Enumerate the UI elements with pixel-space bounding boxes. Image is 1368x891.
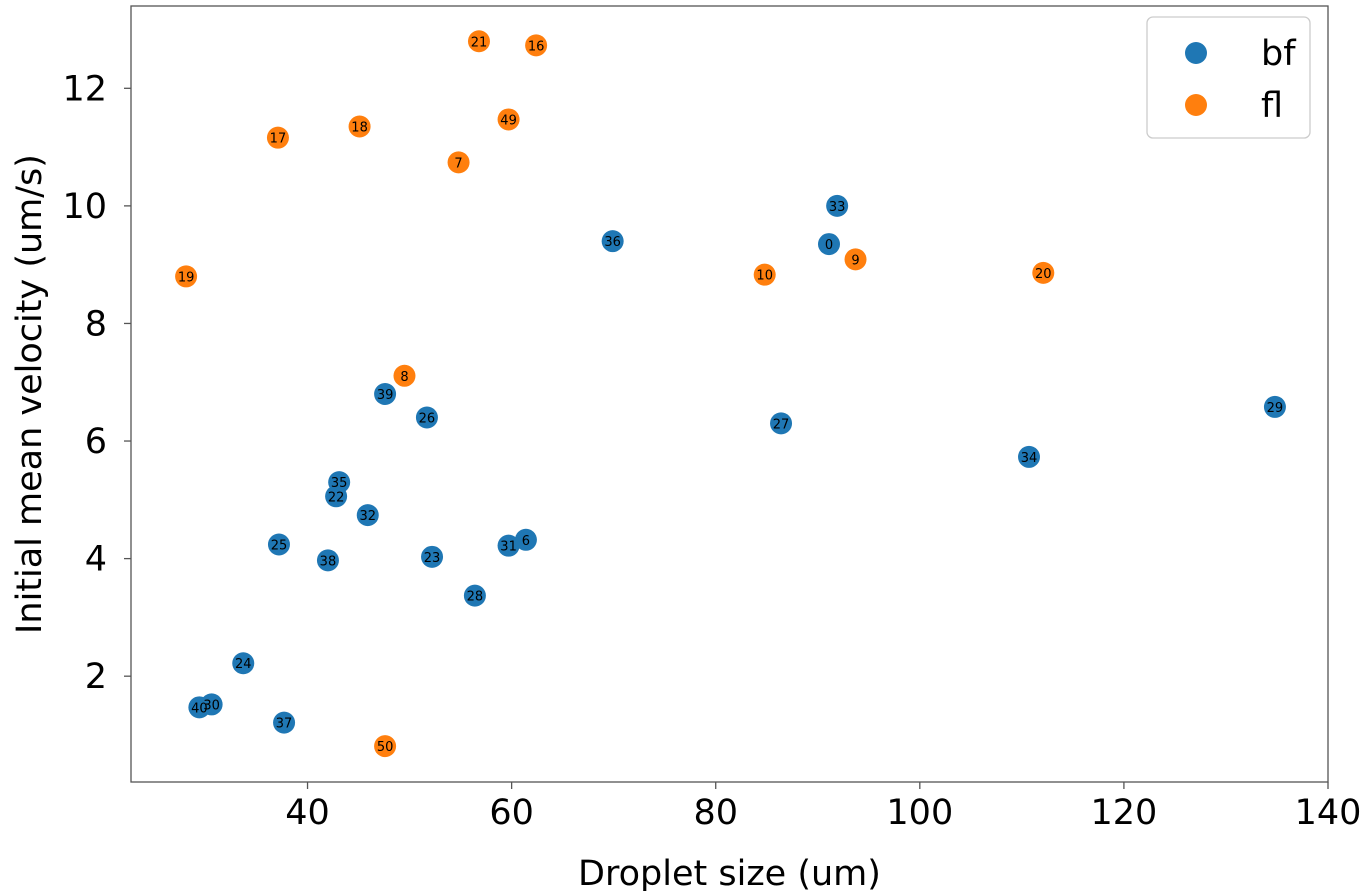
- point-fl-21: [467, 30, 490, 53]
- legend-marker-bf: [1185, 42, 1207, 64]
- legend: bf fl: [1146, 16, 1311, 139]
- point-label-6: 6: [522, 534, 530, 549]
- x-tick-label: 100: [886, 793, 953, 833]
- point-bf-39: [374, 383, 397, 405]
- point-label-27: 27: [773, 417, 790, 432]
- point-label-34: 34: [1021, 451, 1038, 466]
- point-fl-18: [348, 115, 371, 138]
- point-fl-17: [266, 126, 289, 149]
- point-label-7: 7: [454, 156, 462, 171]
- point-fl-50: [374, 735, 397, 758]
- point-bf-32: [356, 504, 379, 527]
- point-label-16: 16: [528, 39, 545, 54]
- point-fl-9: [844, 248, 867, 271]
- point-bf-25: [267, 533, 290, 556]
- point-label-9: 9: [851, 253, 859, 268]
- point-label-20: 20: [1035, 267, 1052, 282]
- point-label-49: 49: [500, 113, 517, 128]
- point-bf-22: [325, 485, 348, 508]
- point-bf-36: [601, 230, 624, 253]
- point-fl-49: [497, 108, 520, 131]
- point-label-38: 38: [320, 554, 337, 569]
- point-fl-7: [447, 151, 470, 174]
- point-label-31: 31: [500, 540, 517, 555]
- point-label-24: 24: [235, 657, 252, 672]
- point-label-8: 8: [400, 370, 408, 385]
- y-axis-label: Initial mean velocity (um/s): [10, 154, 50, 634]
- point-label-0: 0: [825, 238, 833, 253]
- point-label-28: 28: [467, 590, 484, 605]
- x-tick-label: 60: [489, 793, 534, 833]
- point-label-29: 29: [1267, 401, 1284, 416]
- x-tick-label: 40: [285, 793, 330, 833]
- y-tick-label: 8: [85, 304, 107, 344]
- y-axis-ticks: 2 4 6 8 10 12: [62, 69, 131, 697]
- x-tick-label: 120: [1091, 793, 1158, 833]
- point-bf-6: [514, 528, 537, 551]
- point-bf-34: [1018, 445, 1041, 468]
- legend-label-bf: bf: [1261, 34, 1296, 74]
- point-label-30: 30: [203, 698, 220, 713]
- point-bf-24: [232, 652, 255, 675]
- point-fl-20: [1032, 261, 1055, 284]
- point-bf-28: [463, 584, 486, 607]
- point-label-21: 21: [471, 35, 488, 50]
- x-axis-label: Droplet size (um): [578, 854, 881, 891]
- y-tick-label: 12: [62, 69, 107, 109]
- y-tick-label: 4: [85, 540, 107, 580]
- point-fl-19: [175, 265, 198, 288]
- y-tick-label: 6: [85, 422, 107, 462]
- point-bf-0: [817, 233, 840, 256]
- point-bf-27: [770, 412, 793, 435]
- x-tick-label: 80: [693, 793, 738, 833]
- x-axis-ticks: 40 60 80 100 120 140: [285, 782, 1361, 833]
- legend-label-fl: fl: [1261, 86, 1283, 126]
- point-fl-16: [525, 34, 548, 57]
- point-bf-33: [826, 194, 849, 217]
- y-tick-label: 2: [85, 657, 107, 697]
- point-bf-30: [200, 693, 223, 716]
- plot-area: [130, 5, 1329, 783]
- x-tick-label: 140: [1295, 793, 1362, 833]
- y-tick-label: 10: [62, 187, 107, 227]
- point-label-33: 33: [829, 200, 846, 215]
- point-bf-26: [415, 406, 438, 429]
- point-label-39: 39: [377, 388, 394, 403]
- point-label-17: 17: [270, 132, 287, 147]
- point-label-19: 19: [178, 270, 195, 285]
- point-label-32: 32: [359, 509, 376, 524]
- point-label-26: 26: [419, 412, 436, 427]
- point-label-36: 36: [604, 235, 621, 250]
- point-label-37: 37: [276, 717, 293, 732]
- point-bf-38: [316, 549, 339, 572]
- legend-marker-fl: [1185, 94, 1207, 116]
- point-label-40: 40: [191, 701, 208, 716]
- point-bf-29: [1263, 395, 1286, 418]
- point-fl-10: [753, 263, 776, 286]
- point-label-23: 23: [424, 551, 441, 566]
- point-fl-8: [393, 364, 416, 387]
- point-label-22: 22: [328, 490, 345, 505]
- point-label-10: 10: [756, 269, 773, 284]
- point-bf-37: [273, 711, 296, 734]
- point-bf-31: [497, 534, 520, 557]
- point-label-25: 25: [271, 538, 288, 553]
- point-label-18: 18: [351, 121, 368, 136]
- point-bf-23: [421, 545, 444, 568]
- point-label-35: 35: [331, 476, 348, 491]
- point-label-50: 50: [377, 740, 394, 755]
